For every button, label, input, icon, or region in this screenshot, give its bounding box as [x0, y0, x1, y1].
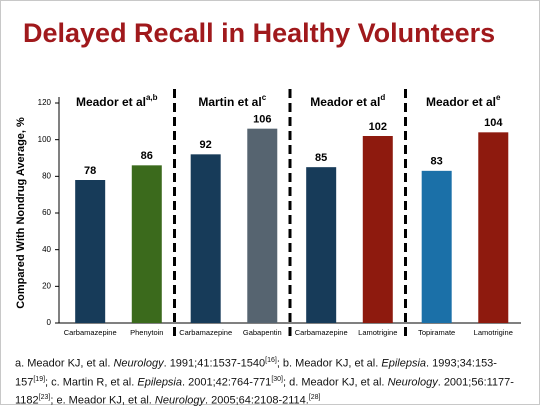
panel-title-text: Meador et al — [310, 95, 380, 109]
footnote-text: a. Meador KJ, et al. — [15, 357, 114, 370]
panel-title: Meador et ale — [426, 93, 501, 109]
y-tick-label: 60 — [42, 208, 51, 217]
panel-title: Meador et ald — [310, 93, 385, 109]
footnote-text: . 2001;56:1177-1182 — [15, 376, 514, 407]
panel-title-text: Meador et al — [426, 95, 496, 109]
panel-title-text: Meador et al — [76, 95, 146, 109]
panel-title-sup: a,b — [146, 93, 158, 102]
footnote-text: Neurology — [113, 357, 164, 370]
y-tick-label: 40 — [42, 245, 51, 254]
x-tick-label: Phenytoin — [130, 328, 163, 337]
x-tick-label: Lamotrigine — [358, 328, 397, 337]
footnote: a. Meador KJ, et al. Neurology. 1991;41:… — [15, 353, 530, 409]
panel-title-sup: c — [262, 93, 267, 102]
panel-title-sup: e — [496, 93, 501, 102]
y-tick-label: 100 — [38, 135, 52, 144]
y-tick-label: 120 — [38, 98, 52, 107]
footnote-text: Neurology — [154, 394, 206, 407]
bar — [190, 154, 221, 323]
value-label: 102 — [369, 121, 387, 133]
panel-title-sup: d — [380, 93, 385, 102]
x-tick-label: Carbamazepine — [179, 328, 232, 337]
y-axis-label: Compared With Nondrug Average, % — [15, 117, 27, 309]
footnote-text: Neurology — [387, 376, 438, 389]
bar — [421, 170, 452, 323]
x-tick-label: Gabapentin — [243, 328, 282, 337]
panel-title-text: Martin et al — [198, 95, 261, 109]
footnote-ref: [28] — [308, 394, 321, 402]
bar — [131, 165, 162, 323]
value-label: 83 — [431, 156, 443, 168]
footnote-ref: [23] — [38, 394, 51, 402]
footnote-text: ; c. Martin R, et al. — [45, 376, 138, 389]
y-tick-label: 80 — [42, 171, 51, 180]
value-label: 104 — [484, 117, 503, 129]
x-tick-label: Carbamazepine — [295, 328, 348, 337]
value-label: 86 — [141, 150, 153, 162]
footnote-ref: [30] — [271, 375, 283, 383]
bar — [362, 136, 393, 323]
footnote-text: . 1991;41:1537-1540 — [163, 357, 266, 370]
value-label: 92 — [200, 139, 212, 151]
footnote-text: . 2005;64:2108-2114. — [205, 394, 309, 407]
bar — [306, 167, 337, 323]
value-label: 85 — [315, 152, 327, 164]
value-label: 106 — [253, 114, 271, 126]
footnote-text: . 1993;34:153-157 — [15, 357, 497, 389]
footnote-ref: [16] — [265, 357, 277, 364]
bar — [75, 180, 106, 323]
footnote-text: Epilepsia — [381, 357, 427, 370]
chart-title: Delayed Recall in Healthy Volunteers — [23, 18, 495, 48]
footnote-ref: [19] — [33, 375, 46, 383]
panel-title: Meador et ala,b — [76, 93, 158, 109]
bar — [247, 128, 278, 323]
footnote-text: ; e. Meador KJ, et al. — [50, 394, 155, 407]
x-tick-label: Topiramate — [418, 328, 455, 337]
chart: Delayed Recall in Healthy Volunteers Com… — [15, 18, 521, 337]
footnote-text: ; d. Meador KJ, et al. — [283, 376, 388, 389]
x-tick-label: Carbamazepine — [64, 328, 117, 337]
footnote-text: . 2001;42:764-771 — [182, 376, 272, 389]
y-tick-label: 20 — [42, 281, 51, 290]
panel-title: Martin et alc — [198, 93, 266, 109]
footnote-text: ; b. Meador KJ, et al. — [276, 357, 382, 370]
footnote-text: Epilepsia — [137, 376, 182, 389]
y-tick-label: 0 — [47, 318, 52, 327]
bar — [478, 132, 509, 323]
value-label: 78 — [84, 165, 96, 177]
x-tick-label: Lamotrigine — [474, 328, 513, 337]
